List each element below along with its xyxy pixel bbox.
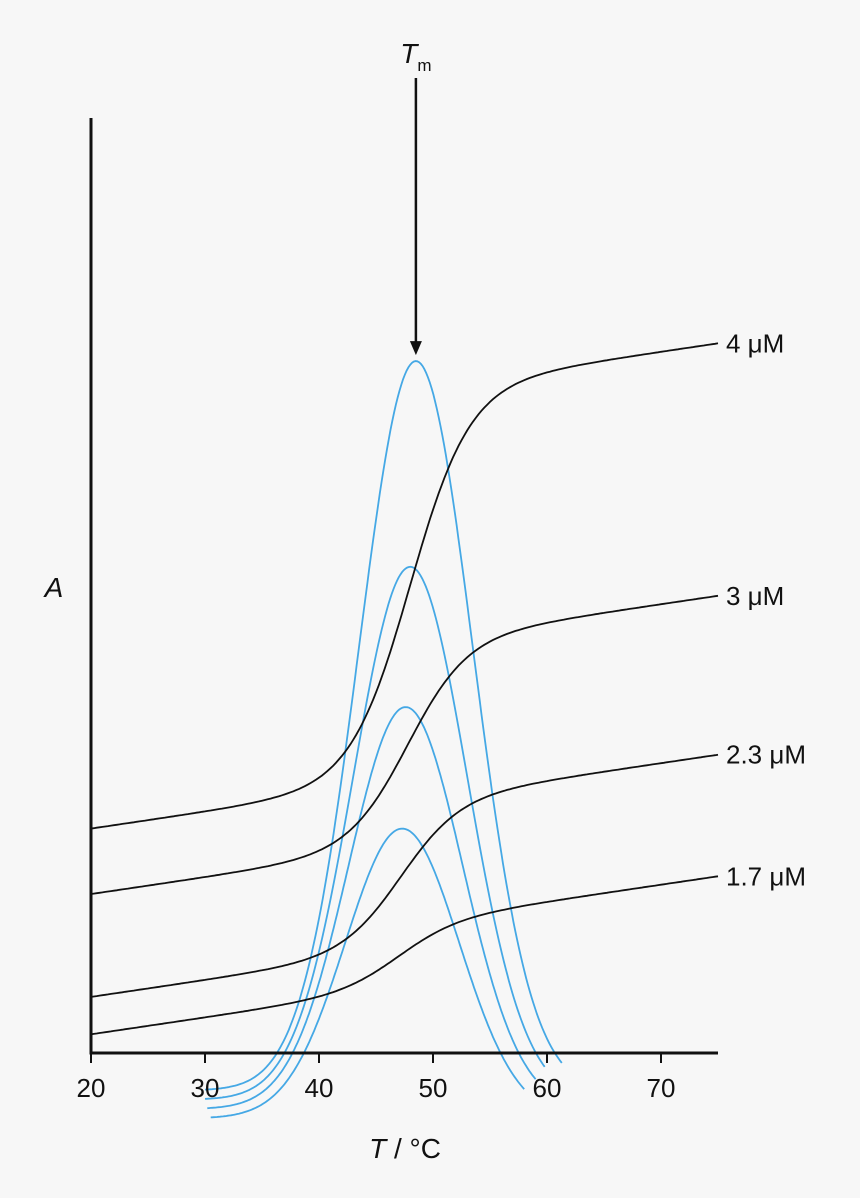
derivative-curve-2: [204, 565, 546, 1100]
x-tick-label-70: 70: [647, 1073, 676, 1103]
tm-subscript: m: [417, 56, 431, 75]
x-tick-label-20: 20: [77, 1073, 106, 1103]
series-label-3: 2.3 μM: [726, 740, 806, 770]
tm-arrow-head: [409, 341, 422, 356]
tm-symbol: T: [400, 38, 419, 69]
derivative-curve-4: [210, 827, 525, 1119]
x-axis-variable: T: [369, 1133, 388, 1164]
tm-marker: Tm: [400, 38, 432, 356]
x-tick-label-40: 40: [305, 1073, 334, 1103]
series-label-4: 1.7 μM: [726, 861, 806, 891]
y-axis-label: A: [43, 572, 64, 603]
tm-label: Tm: [400, 38, 431, 75]
melting-curves: [90, 342, 719, 1036]
melting-curve-3: [90, 753, 719, 998]
derivative-curves: [204, 360, 563, 1119]
melting-curve-2: [90, 594, 719, 895]
melting-curve-4: [90, 875, 719, 1036]
x-tick-label-30: 30: [191, 1073, 220, 1103]
x-tick-labels: 20 30 40 50 60 70: [77, 1073, 676, 1103]
series-label-1: 4 μM: [726, 328, 784, 358]
x-tick-label-60: 60: [533, 1073, 562, 1103]
melting-curve-1: [90, 342, 719, 830]
derivative-curve-1: [204, 360, 563, 1091]
series-labels: 4 μM 3 μM 2.3 μM 1.7 μM: [726, 328, 806, 891]
derivative-curve-3: [207, 706, 537, 1110]
x-axis-label: T / °C: [369, 1133, 441, 1164]
x-tick-label-50: 50: [419, 1073, 448, 1103]
x-axis-unit: / °C: [386, 1133, 441, 1164]
series-label-2: 3 μM: [726, 581, 784, 611]
axes: [89, 118, 718, 1063]
